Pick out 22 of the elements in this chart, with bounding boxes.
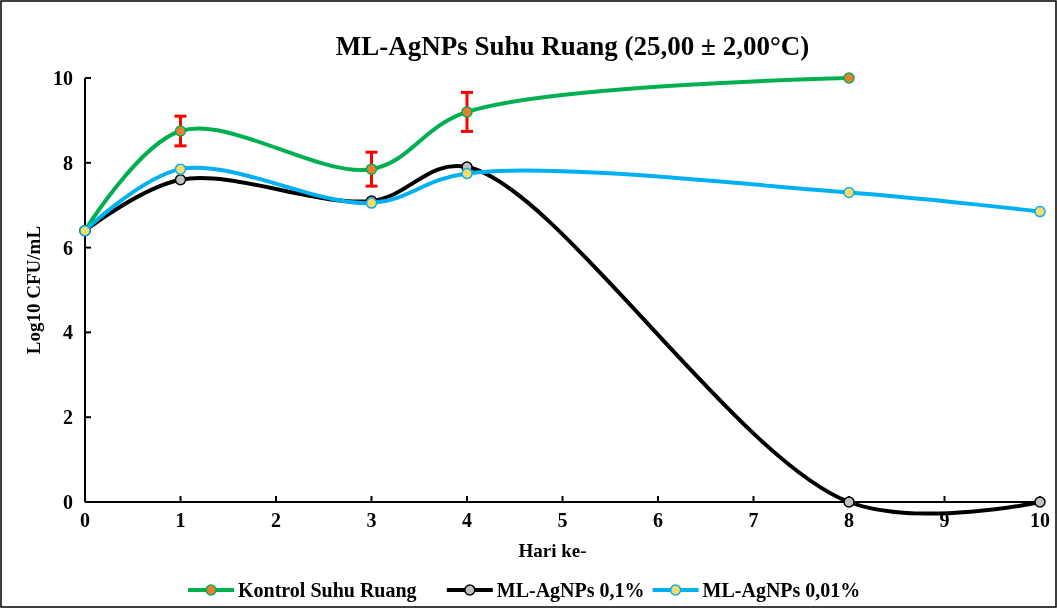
chart-title: ML-AgNPs Suhu Ruang (25,00 ± 2,00°C) [335, 31, 810, 61]
x-tick-label: 2 [271, 509, 281, 531]
y-tick-label: 2 [63, 406, 73, 429]
y-tick-label: 0 [63, 491, 73, 513]
y-axis-title: Log10 CFU/mL [23, 225, 44, 355]
x-axis-title: Hari ke- [518, 540, 587, 561]
y-tick-label: 6 [63, 236, 73, 259]
legend-label: ML-AgNPs 0,01% [702, 579, 861, 602]
x-tick-label: 7 [748, 509, 759, 531]
x-tick-label: 1 [175, 509, 186, 531]
x-tick-label: 4 [462, 509, 472, 531]
x-tick-label: 3 [366, 509, 377, 531]
y-tick-label: 4 [63, 321, 73, 344]
x-tick-label: 5 [557, 509, 568, 531]
x-tick-label: 10 [1030, 509, 1050, 531]
legend-label: Kontrol Suhu Ruang [238, 579, 417, 602]
legend-label: ML-AgNPs 0,1% [496, 579, 645, 602]
x-tick-label: 0 [80, 509, 90, 531]
y-tick-label: 8 [63, 151, 73, 174]
y-tick-label: 10 [53, 67, 73, 89]
x-tick-label: 6 [653, 509, 663, 531]
x-tick-label: 8 [844, 509, 854, 531]
